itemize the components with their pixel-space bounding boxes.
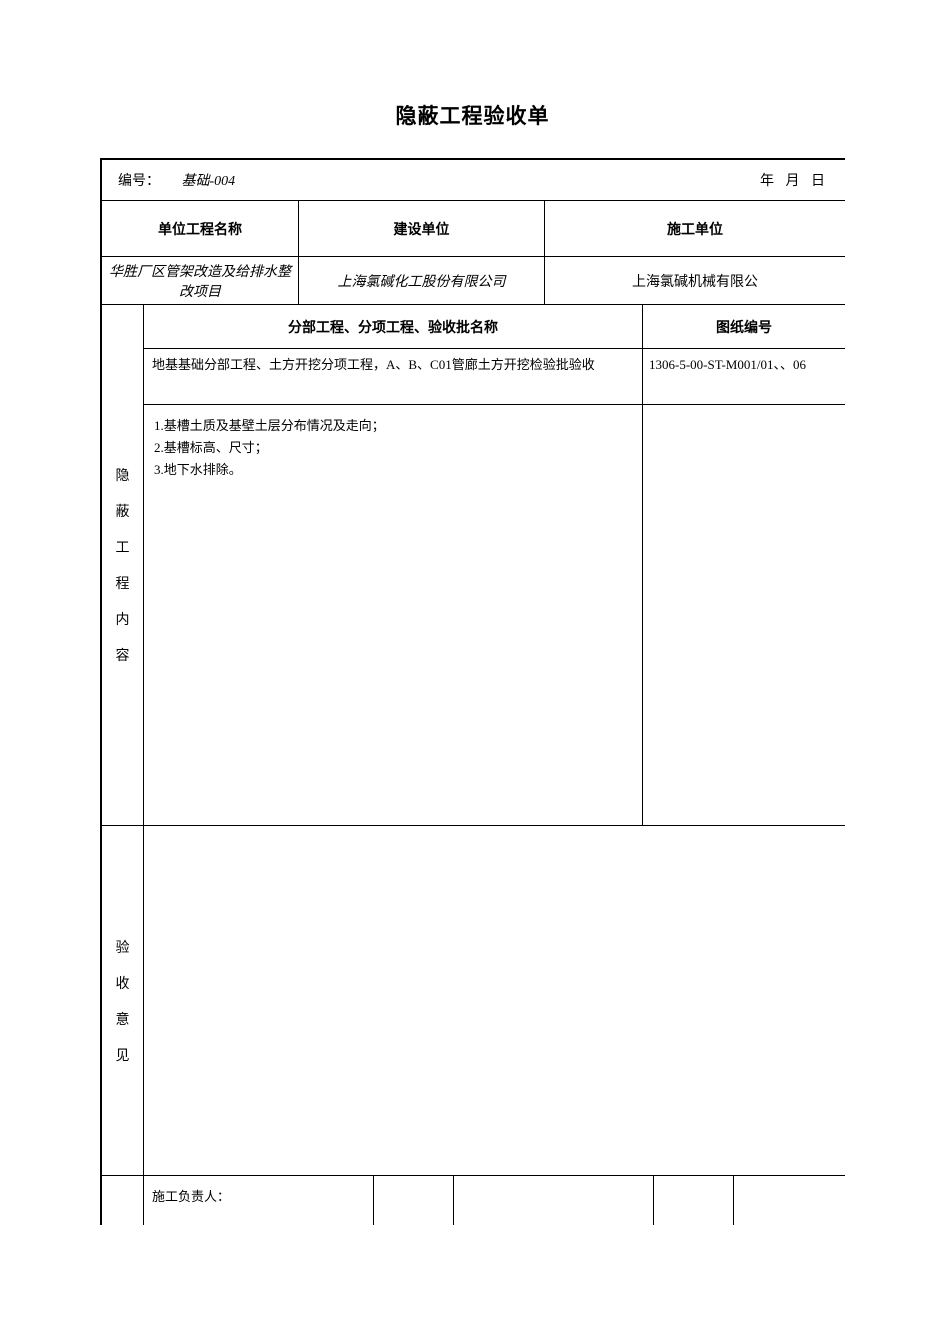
content-vertical-label: 隐 蔽 工 程 内 容: [102, 305, 144, 825]
number-group: 编号： 基础-004: [118, 170, 235, 190]
content-line: 2.基槽标高、尺寸；: [154, 437, 632, 459]
vlabel-char: 蔽: [116, 501, 130, 521]
vlabel-char: 工: [116, 537, 130, 557]
sign-cell: [374, 1176, 454, 1225]
sign-construct-leader: 施工负责人：: [144, 1176, 374, 1225]
sub-header-row: 分部工程、分项工程、验收批名称 图纸编号: [144, 305, 845, 349]
header-row: 单位工程名称 建设单位 施工单位: [102, 201, 845, 257]
number-value: 基础-004: [182, 170, 236, 190]
opinion-section: 验 收 意 见: [102, 825, 845, 1175]
form-table: 编号： 基础-004 年 月 日 单位工程名称 建设单位 施工单位 华胜厂区管架…: [100, 158, 845, 1225]
value-sub-project: 地基基础分部工程、土方开挖分项工程，A、B、C01管廊土方开挖检验批验收: [144, 349, 642, 404]
content-body-text: 1.基槽土质及基壁土层分布情况及走向； 2.基槽标高、尺寸； 3.地下水排除。: [144, 405, 642, 825]
header-sub-project: 分部工程、分项工程、验收批名称: [144, 305, 642, 348]
content-body-right: [642, 405, 845, 825]
header-unit-project: 单位工程名称: [102, 201, 298, 256]
header-build-unit: 建设单位: [298, 201, 544, 256]
opinion-vertical-label: 验 收 意 见: [102, 826, 144, 1175]
value-build-unit: 上海氯碱化工股份有限公司: [298, 257, 544, 304]
sign-cell: [654, 1176, 734, 1225]
content-section: 隐 蔽 工 程 内 容 分部工程、分项工程、验收批名称 图纸编号 地基基础分部工…: [102, 305, 845, 825]
sub-data-row: 地基基础分部工程、土方开挖分项工程，A、B、C01管廊土方开挖检验批验收 130…: [144, 349, 845, 405]
content-main: 分部工程、分项工程、验收批名称 图纸编号 地基基础分部工程、土方开挖分项工程，A…: [144, 305, 845, 825]
vlabel-char: 内: [116, 609, 130, 629]
value-construct-unit: 上海氯碱机械有限公: [544, 257, 845, 304]
sign-cell: [454, 1176, 654, 1225]
sign-spacer: [102, 1176, 144, 1225]
date-label: 年 月 日: [760, 170, 829, 190]
vlabel-char: 程: [116, 573, 130, 593]
opinion-body: [144, 826, 845, 1175]
vlabel-char: 验: [116, 937, 130, 957]
signature-row: 施工负责人：: [102, 1175, 845, 1225]
page: 隐蔽工程验收单 编号： 基础-004 年 月 日 单位工程名称 建设单位 施工单…: [0, 0, 945, 1225]
content-body-row: 1.基槽土质及基壁土层分布情况及走向； 2.基槽标高、尺寸； 3.地下水排除。: [144, 405, 845, 825]
content-line: 1.基槽土质及基壁土层分布情况及走向；: [154, 415, 632, 437]
vlabel-char: 隐: [116, 465, 130, 485]
number-label: 编号：: [118, 170, 160, 190]
number-date-row: 编号： 基础-004 年 月 日: [102, 160, 845, 201]
vlabel-char: 收: [116, 973, 130, 993]
header-construct-unit: 施工单位: [544, 201, 845, 256]
sign-cell: [734, 1176, 845, 1225]
value-unit-project: 华胜厂区管架改造及给排水整改项目: [102, 257, 298, 304]
info-row: 华胜厂区管架改造及给排水整改项目 上海氯碱化工股份有限公司 上海氯碱机械有限公: [102, 257, 845, 305]
vlabel-char: 见: [116, 1045, 130, 1065]
vlabel-char: 意: [116, 1009, 130, 1029]
page-title: 隐蔽工程验收单: [100, 100, 845, 130]
value-drawing-no: 1306-5-00-ST-M001/01、、06: [642, 349, 845, 404]
vlabel-char: 容: [116, 645, 130, 665]
header-drawing-no: 图纸编号: [642, 305, 845, 348]
content-line: 3.地下水排除。: [154, 459, 632, 481]
